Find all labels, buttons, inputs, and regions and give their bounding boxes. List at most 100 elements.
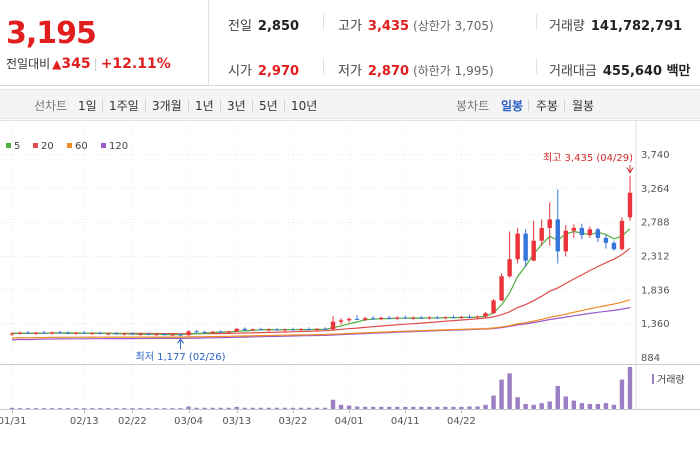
- candle-body: [242, 328, 247, 331]
- volume-bar: [475, 406, 480, 409]
- price-summary: 3,195 전일대비 ▲345 | +12.11% 전일 2,850 고가 3,435 (상…: [0, 0, 700, 86]
- candle-body: [170, 334, 175, 336]
- candle-body: [499, 276, 504, 301]
- legend-swatch: [101, 143, 106, 148]
- volume-legend-label: 거래량: [657, 374, 685, 386]
- volume-bar: [202, 407, 207, 409]
- volume-bar: [250, 407, 255, 409]
- volume-bar: [459, 406, 464, 409]
- candle-body: [114, 333, 119, 335]
- candle-body: [411, 317, 416, 319]
- candle-chart-label: 봉차트: [456, 99, 490, 113]
- volume-bar: [435, 406, 440, 409]
- volume-bar: [491, 395, 496, 409]
- candle-body: [258, 329, 264, 331]
- volume-bar: [346, 405, 352, 409]
- candle-body: [483, 313, 488, 317]
- volume-bar: [619, 379, 625, 409]
- candle-body: [154, 334, 159, 336]
- candle-body: [419, 317, 424, 319]
- candle-body: [595, 229, 601, 238]
- stat-value: 455,640 백만: [602, 64, 691, 79]
- y-tick-label: 2,788: [641, 218, 670, 229]
- volume-bar: [49, 408, 55, 409]
- candle-body: [57, 332, 63, 334]
- candle-body: [443, 317, 448, 319]
- period-3m-tab[interactable]: 3개월: [152, 99, 182, 113]
- divider: [220, 100, 221, 111]
- candle-body: [387, 317, 392, 319]
- stock-candle-chart[interactable]: 5 20 60 120 최고 3,435 (04/29) 최저 1,177 (02/26…: [0, 120, 700, 450]
- candle-daily-tab[interactable]: 일봉: [501, 99, 524, 113]
- volume-bar: [579, 403, 585, 409]
- candle-body: [194, 331, 199, 333]
- volume-legend-swatch: [652, 374, 654, 384]
- date-axis: 01/31 02/13 02/22 03/04 03/13 03/22 04/01 04/11…: [0, 409, 476, 427]
- candle-body: [33, 332, 39, 334]
- volume-bar: [226, 407, 231, 409]
- volume-bar: [354, 406, 360, 409]
- legend-label: 5: [14, 141, 20, 152]
- period-10y-tab[interactable]: 10년: [291, 99, 318, 113]
- volume-bar: [266, 407, 272, 409]
- volume-bar: [9, 407, 15, 409]
- candle-body: [298, 328, 304, 330]
- candle-body: [250, 329, 255, 331]
- volume-bar: [41, 408, 47, 409]
- volume-bar: [90, 408, 95, 409]
- candle-body: [555, 219, 560, 252]
- volume-bar: [531, 404, 536, 409]
- candle-body: [226, 331, 231, 333]
- volume-bar: [547, 401, 552, 409]
- candle-body: [563, 230, 568, 252]
- volume-bar: [587, 403, 593, 409]
- candle-body: [186, 331, 191, 336]
- period-5y-tab[interactable]: 5년: [259, 99, 278, 113]
- period-1w-tab[interactable]: 1주일: [109, 99, 139, 113]
- volume-bar: [282, 407, 288, 409]
- lower-limit: (하한가 1,995): [413, 64, 494, 78]
- volume-bar: [611, 404, 617, 409]
- stat-label: 저가: [338, 64, 362, 79]
- divider: [323, 14, 324, 30]
- chart-grid: [0, 120, 700, 410]
- x-tick-label: 04/22: [447, 416, 476, 427]
- divider: [528, 100, 529, 111]
- volume-bar: [387, 406, 392, 409]
- candle-body: [459, 316, 464, 318]
- divider: [536, 58, 537, 74]
- volume-bar: [571, 400, 577, 409]
- volume-bar: [395, 406, 400, 409]
- volume-bar: [65, 408, 71, 409]
- period-1d-tab[interactable]: 1일: [78, 99, 97, 113]
- change-percent: +12.11%: [100, 56, 171, 72]
- change-amount: 345: [61, 56, 91, 72]
- period-1y-tab[interactable]: 1년: [195, 99, 214, 113]
- y-tick-label: 3,264: [641, 184, 670, 195]
- period-3y-tab[interactable]: 3년: [227, 99, 246, 113]
- candle-body: [306, 328, 312, 330]
- divider: [536, 14, 537, 30]
- stat-value: 2,850: [257, 19, 300, 34]
- current-price-box: 3,195 전일대비 ▲345 | +12.11%: [0, 0, 209, 86]
- x-tick-label: 02/22: [118, 416, 147, 427]
- candle-body: [218, 331, 223, 333]
- x-tick-label: 01/31: [0, 416, 26, 427]
- volume-bar: [330, 399, 336, 409]
- candle-body: [98, 333, 103, 335]
- candle-body: [427, 317, 432, 319]
- volume-bar: [106, 408, 111, 409]
- candle-weekly-tab[interactable]: 주봉: [536, 99, 559, 113]
- candle-body: [378, 317, 384, 320]
- volume-bar: [555, 385, 560, 409]
- candle-body: [370, 318, 376, 320]
- candle-monthly-tab[interactable]: 월봉: [572, 99, 595, 113]
- candle-body: [25, 332, 31, 334]
- stat-label: 거래량: [549, 19, 585, 34]
- divider: |: [93, 57, 98, 71]
- candle-body: [395, 317, 400, 319]
- candle-body: [539, 227, 544, 241]
- ma-20-line: [11, 247, 631, 335]
- candle-body: [202, 332, 207, 334]
- stat-prev-close: 전일 2,850: [228, 15, 299, 34]
